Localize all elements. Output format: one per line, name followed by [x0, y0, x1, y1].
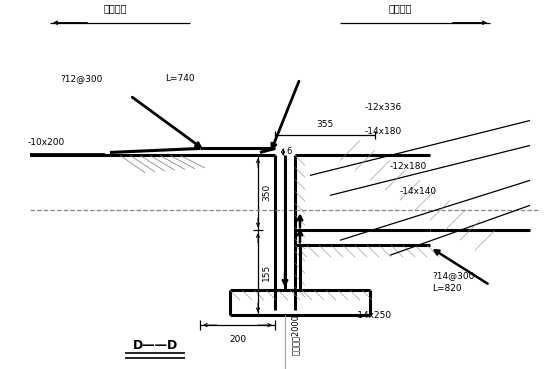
- Text: L=740: L=740: [165, 74, 195, 83]
- Text: ?12@300: ?12@300: [60, 74, 102, 83]
- Text: L=820: L=820: [432, 284, 461, 293]
- Text: 通启河侧: 通启河侧: [103, 3, 127, 13]
- Text: -14x250: -14x250: [355, 311, 392, 320]
- Text: 兴石河侧: 兴石河侧: [388, 3, 412, 13]
- Text: ?14@300: ?14@300: [432, 271, 474, 280]
- Text: D——D: D——D: [132, 338, 178, 352]
- Text: 6: 6: [286, 148, 291, 156]
- Text: -14x180: -14x180: [365, 127, 402, 137]
- Text: 200: 200: [229, 335, 246, 344]
- Text: -12x180: -12x180: [390, 162, 427, 172]
- Text: -14x140: -14x140: [400, 187, 437, 196]
- Text: 355: 355: [316, 121, 334, 130]
- Text: 350: 350: [262, 184, 271, 201]
- Text: 155: 155: [262, 264, 271, 281]
- Text: 初步筑坝2000: 初步筑坝2000: [291, 314, 300, 355]
- Text: -12x336: -12x336: [365, 103, 402, 111]
- Text: -10x200: -10x200: [28, 138, 66, 148]
